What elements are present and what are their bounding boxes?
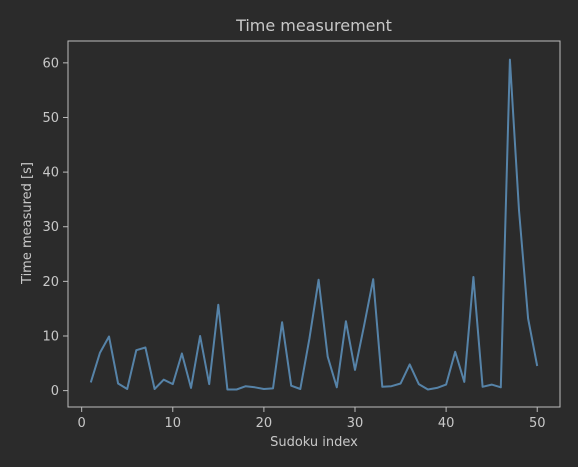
data-point — [144, 347, 146, 349]
x-tick-label: 0 — [78, 416, 86, 431]
x-tick-label: 50 — [529, 416, 546, 431]
data-point — [154, 388, 156, 390]
y-axis: 0 10 20 30 40 50 60 — [42, 56, 68, 399]
data-point — [527, 318, 529, 320]
data-point — [318, 279, 320, 281]
data-point — [208, 383, 210, 385]
data-point — [126, 388, 128, 390]
data-point — [236, 389, 238, 391]
data-point — [400, 383, 402, 385]
data-point — [345, 320, 347, 322]
data-point — [290, 385, 292, 387]
data-point — [427, 389, 429, 391]
y-tick-label: 20 — [42, 275, 59, 290]
data-point — [500, 386, 502, 388]
y-tick-label: 50 — [42, 111, 59, 126]
data-point — [99, 352, 101, 354]
data-point — [254, 386, 256, 388]
data-point — [518, 209, 520, 211]
data-point — [299, 388, 301, 390]
data-point — [390, 385, 392, 387]
data-point — [281, 321, 283, 323]
data-point — [509, 59, 511, 61]
data-point — [354, 369, 356, 371]
y-tick-label: 60 — [42, 56, 59, 71]
x-tick-label: 40 — [438, 416, 455, 431]
x-axis: 0 10 20 30 40 50 — [78, 407, 546, 431]
x-axis-label: Sudoku index — [270, 435, 358, 450]
data-point — [336, 386, 338, 388]
data-point — [491, 384, 493, 386]
data-point — [418, 383, 420, 385]
data-point — [272, 387, 274, 389]
data-point — [163, 379, 165, 381]
y-tick-label: 40 — [42, 166, 59, 181]
y-tick-label: 30 — [42, 220, 59, 235]
x-tick-label: 10 — [165, 416, 182, 431]
data-point — [226, 389, 228, 391]
data-point — [482, 386, 484, 388]
data-point — [245, 385, 247, 387]
data-point — [445, 384, 447, 386]
data-point — [327, 356, 329, 358]
chart-title: Time measurement — [235, 16, 392, 35]
data-point — [90, 381, 92, 383]
data-point — [463, 381, 465, 383]
x-tick-label: 30 — [347, 416, 364, 431]
data-point — [454, 351, 456, 353]
data-point — [381, 386, 383, 388]
data-point — [372, 278, 374, 280]
data-point — [363, 325, 365, 327]
data-point — [117, 383, 119, 385]
y-tick-label: 10 — [42, 329, 59, 344]
data-point — [190, 387, 192, 389]
data-point — [472, 276, 474, 278]
data-point — [108, 336, 110, 338]
y-tick-label: 0 — [51, 384, 59, 399]
series-line — [89, 58, 539, 391]
data-point — [263, 388, 265, 390]
data-point — [536, 365, 538, 367]
data-point — [409, 363, 411, 365]
data-point — [135, 349, 137, 351]
x-tick-label: 20 — [256, 416, 273, 431]
data-point — [217, 304, 219, 306]
data-point — [308, 338, 310, 340]
y-axis-label: Time measured [s] — [20, 162, 35, 285]
data-point — [181, 353, 183, 355]
data-point — [436, 387, 438, 389]
data-point — [172, 383, 174, 385]
plot-frame — [67, 40, 561, 408]
data-point — [199, 335, 201, 337]
